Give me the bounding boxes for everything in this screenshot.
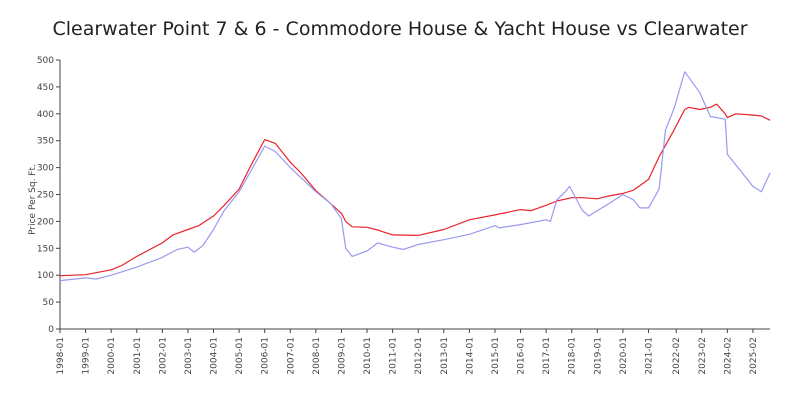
y-tick-label: 100 bbox=[37, 271, 54, 281]
x-tick-label: 2001-01 bbox=[133, 337, 143, 375]
y-tick-label: 500 bbox=[37, 56, 54, 66]
x-tick-label: 2007-01 bbox=[286, 337, 296, 375]
x-tick-label: 2016-01 bbox=[517, 337, 527, 375]
chart-title: Clearwater Point 7 & 6 - Commodore House… bbox=[52, 18, 748, 40]
x-tick-label: 2005-01 bbox=[235, 337, 245, 375]
y-axis-label: Price Per Sq. Ft. bbox=[28, 164, 38, 235]
y-tick-label: 350 bbox=[37, 137, 54, 147]
x-tick-label: 2018-01 bbox=[568, 337, 578, 375]
y-tick-label: 400 bbox=[37, 110, 54, 120]
x-tick-label: 2024-02 bbox=[723, 337, 733, 375]
x-tick-label: 2014-01 bbox=[465, 337, 475, 375]
y-tick-label: 0 bbox=[48, 325, 54, 335]
y-tick-label: 300 bbox=[37, 164, 54, 174]
y-tick-label: 450 bbox=[37, 83, 54, 93]
x-tick-label: 2012-01 bbox=[414, 337, 424, 375]
x-tick-label: 2023-02 bbox=[698, 337, 708, 375]
x-tick-label: 2011-01 bbox=[389, 337, 399, 375]
x-ticks: 1998-01 1999-01 2000-01 2001-01 2002-01 2003-… bbox=[56, 329, 759, 375]
x-tick-label: 2019-01 bbox=[593, 337, 603, 375]
series-line-1 bbox=[59, 103, 771, 277]
x-tick-label: 2008-01 bbox=[312, 337, 322, 375]
x-tick-label: 2009-01 bbox=[337, 337, 347, 375]
series-line-2 bbox=[59, 71, 771, 282]
x-tick-label: 1999-01 bbox=[82, 337, 92, 375]
x-tick-label: 2017-01 bbox=[542, 337, 552, 375]
y-tick-label: 150 bbox=[37, 244, 54, 254]
x-tick-label: 2021-01 bbox=[644, 337, 654, 375]
y-ticks: 0 50 100 150 200 250 300 350 400 450 500 bbox=[37, 56, 60, 335]
axes bbox=[59, 60, 770, 330]
x-tick-label: 2002-01 bbox=[158, 337, 168, 375]
x-tick-label: 1998-01 bbox=[56, 337, 66, 375]
x-tick-label: 2020-01 bbox=[619, 337, 629, 375]
x-tick-label: 2004-01 bbox=[210, 337, 220, 375]
x-tick-label: 2025-02 bbox=[749, 337, 759, 375]
series bbox=[59, 71, 771, 282]
x-tick-label: 2022-02 bbox=[672, 337, 682, 375]
x-tick-label: 2015-01 bbox=[491, 337, 501, 375]
x-tick-label: 2000-01 bbox=[107, 337, 117, 375]
y-tick-label: 250 bbox=[37, 191, 54, 201]
x-tick-label: 2010-01 bbox=[363, 337, 373, 375]
x-tick-label: 2013-01 bbox=[440, 337, 450, 375]
x-tick-label: 2003-01 bbox=[184, 337, 194, 375]
y-tick-label: 200 bbox=[37, 217, 54, 227]
y-tick-label: 50 bbox=[43, 298, 55, 308]
x-tick-label: 2006-01 bbox=[261, 337, 271, 375]
